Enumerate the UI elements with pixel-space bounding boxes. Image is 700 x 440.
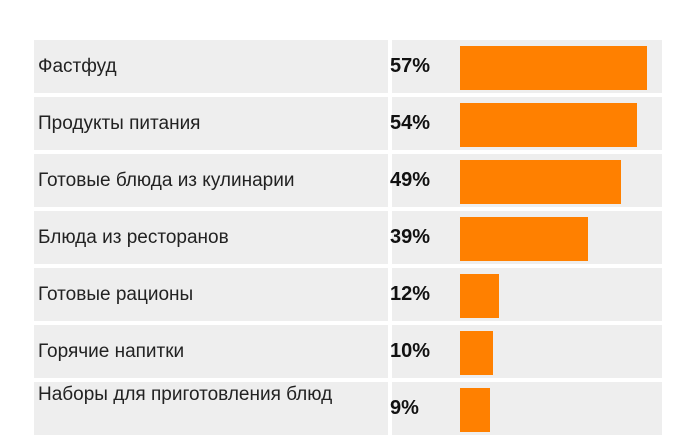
value-label: 57%	[390, 55, 431, 77]
bar	[460, 160, 621, 204]
chart-row: Наборы для приготовления блюд 9%	[34, 382, 662, 435]
chart-row: Блюда из ресторанов 39%	[34, 211, 662, 264]
label-cell-bg	[34, 97, 388, 150]
chart-row: Готовые блюда из кулинарии 49%	[34, 154, 662, 207]
label-cell-bg	[34, 325, 388, 378]
bar	[460, 388, 490, 432]
chart-row: Готовые рационы 12%	[34, 268, 662, 321]
bar-cell-bg	[392, 382, 662, 435]
value-label: 9%	[390, 397, 419, 419]
label-cell-bg	[34, 40, 388, 93]
category-label: Готовые блюда из кулинарии	[38, 169, 295, 191]
bar	[460, 46, 647, 90]
chart-row: Фастфуд 57%	[34, 40, 662, 93]
chart-row: Горячие напитки 10%	[34, 325, 662, 378]
bar-cell-bg	[392, 268, 662, 321]
category-label: Продукты питания	[38, 112, 201, 134]
bar-chart: Фастфуд 57% Продукты питания 54% Готовые блю…	[34, 40, 662, 440]
chart-row: Продукты питания 54%	[34, 97, 662, 150]
value-label: 10%	[390, 340, 431, 362]
value-label: 49%	[390, 169, 431, 191]
label-cell-bg	[34, 268, 388, 321]
bar	[460, 331, 493, 375]
value-label: 54%	[390, 112, 431, 134]
category-label: Фастфуд	[38, 55, 117, 77]
value-label: 12%	[390, 283, 431, 305]
bar	[460, 103, 637, 147]
label-cell-bg	[34, 382, 388, 435]
category-label: Горячие напитки	[38, 340, 185, 362]
category-label: Готовые рационы	[38, 283, 194, 305]
label-cell-bg	[34, 211, 388, 264]
label-cell-bg	[34, 154, 388, 207]
bar	[460, 274, 499, 318]
bar-cell-bg	[392, 325, 662, 378]
bar	[460, 217, 588, 261]
value-label: 39%	[390, 226, 431, 248]
category-label: Блюда из ресторанов	[38, 226, 229, 248]
category-label: Наборы для приготовления блюд	[38, 384, 333, 405]
